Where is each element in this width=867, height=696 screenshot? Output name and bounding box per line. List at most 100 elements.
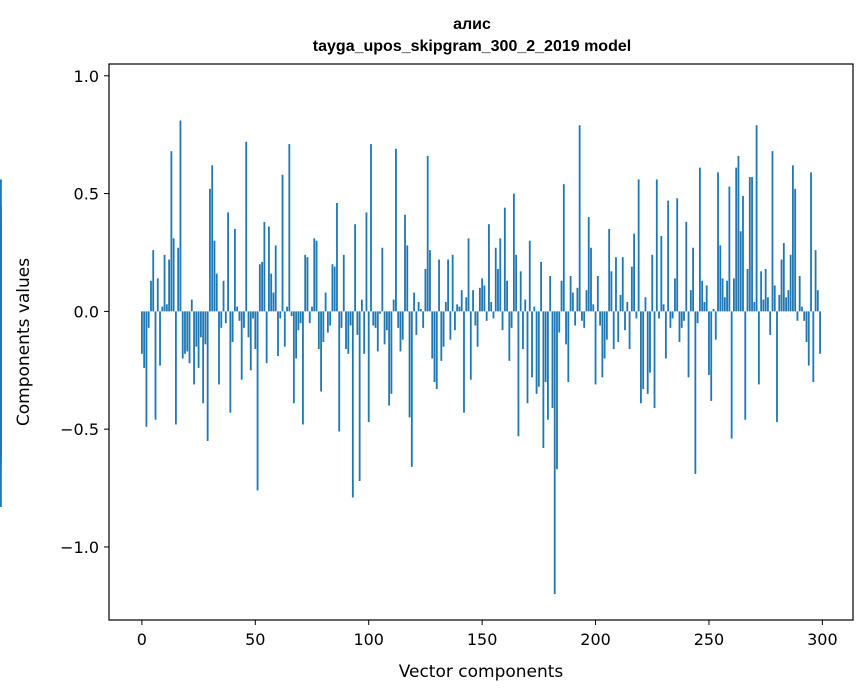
bar-139 <box>456 304 459 312</box>
y-axis-label: Components values <box>14 258 34 426</box>
bar-33 <box>215 273 218 312</box>
bar-212 <box>621 257 624 312</box>
bar-237 <box>678 311 681 342</box>
bar-233 <box>669 311 672 328</box>
bar-270 <box>753 301 756 312</box>
bar-153 <box>488 224 490 312</box>
bar-60 <box>277 311 279 357</box>
bar-53 <box>261 261 264 312</box>
bar-168 <box>522 311 524 350</box>
bar-117 <box>406 245 409 312</box>
bar-92 <box>349 311 352 326</box>
bar-286 <box>789 254 792 312</box>
bar-5 <box>152 250 155 312</box>
bar-226 <box>653 311 656 408</box>
bar-248 <box>703 301 706 312</box>
bar-82 <box>326 311 329 333</box>
x-tick-label: 150 <box>467 630 498 649</box>
bar-216 <box>630 266 633 312</box>
bar-245 <box>696 311 699 324</box>
y-tick-label: 0.0 <box>74 302 99 321</box>
y-axis-ticks: −1.0 −0.5 0.0 0.5 1.0 <box>60 67 109 557</box>
bar-214 <box>626 301 629 312</box>
bar-38 <box>227 212 229 312</box>
bar-105 <box>379 311 381 314</box>
y-tick-label: −0.5 <box>60 420 99 439</box>
bar-198 <box>590 247 592 312</box>
bar-227 <box>655 179 658 312</box>
bar-7 <box>156 278 159 312</box>
bar-68 <box>295 311 298 359</box>
bar-260 <box>730 311 733 439</box>
bar-140 <box>458 306 461 312</box>
bar-256 <box>721 278 724 312</box>
bar-163 <box>510 311 513 328</box>
bar-107 <box>383 311 386 345</box>
bar-71 <box>302 311 304 425</box>
x-tick-label: 50 <box>245 630 265 649</box>
bar-191 <box>574 311 577 326</box>
bar-70 <box>299 311 302 324</box>
bar-278 <box>771 151 774 312</box>
bar-246 <box>698 167 701 312</box>
bar-213 <box>624 311 626 331</box>
bar-221 <box>642 311 645 390</box>
bar-292 <box>803 311 806 321</box>
bar-89 <box>342 254 345 312</box>
bar-147 <box>474 311 477 326</box>
bar-57 <box>270 273 273 312</box>
bar-10 <box>163 254 166 312</box>
bar-263 <box>737 155 740 312</box>
bar-28 <box>204 311 207 345</box>
bar-66 <box>290 311 293 317</box>
bar-203 <box>601 311 604 378</box>
bar-187 <box>565 311 567 345</box>
bar-undefined <box>0 273 2 312</box>
bar-120 <box>413 292 415 312</box>
bar-50 <box>254 311 257 350</box>
bar-116 <box>404 214 406 312</box>
bar-165 <box>515 254 518 312</box>
bar-41 <box>233 228 236 312</box>
bar-22 <box>190 299 193 312</box>
bar-186 <box>562 184 565 312</box>
bar-172 <box>531 311 533 378</box>
bar-200 <box>594 311 597 385</box>
bar-174 <box>535 311 538 394</box>
bar-104 <box>376 311 379 352</box>
bar-123 <box>419 309 422 312</box>
bar-295 <box>810 172 812 312</box>
bar-267 <box>746 268 749 312</box>
bar-90 <box>345 311 347 350</box>
bar-27 <box>202 311 205 404</box>
bar-64 <box>286 306 288 312</box>
bar-18 <box>181 311 184 359</box>
bar-189 <box>569 276 572 312</box>
bar-217 <box>633 233 636 312</box>
bar-136 <box>449 311 452 340</box>
bar-185 <box>560 280 563 312</box>
bar-156 <box>494 247 497 312</box>
bar-175 <box>537 311 540 387</box>
bar-30 <box>209 188 211 312</box>
bar-184 <box>558 311 561 333</box>
bar-229 <box>660 235 663 312</box>
bar-280 <box>776 311 778 423</box>
bar-277 <box>769 311 772 335</box>
bar-146 <box>472 290 474 312</box>
bar-97 <box>361 299 363 312</box>
bar-250 <box>708 311 710 375</box>
bar-15 <box>175 311 177 425</box>
x-tick-label: 0 <box>137 630 147 649</box>
bar-84 <box>331 264 334 312</box>
bar-138 <box>454 311 456 331</box>
bar-131 <box>438 259 440 312</box>
bar-173 <box>533 306 536 312</box>
bar-266 <box>744 311 747 420</box>
bar-106 <box>381 247 384 312</box>
bar-20 <box>186 311 189 352</box>
bar-3 <box>147 311 150 328</box>
bar-152 <box>485 311 488 321</box>
bar-72 <box>304 254 307 312</box>
bar-143 <box>465 297 468 312</box>
